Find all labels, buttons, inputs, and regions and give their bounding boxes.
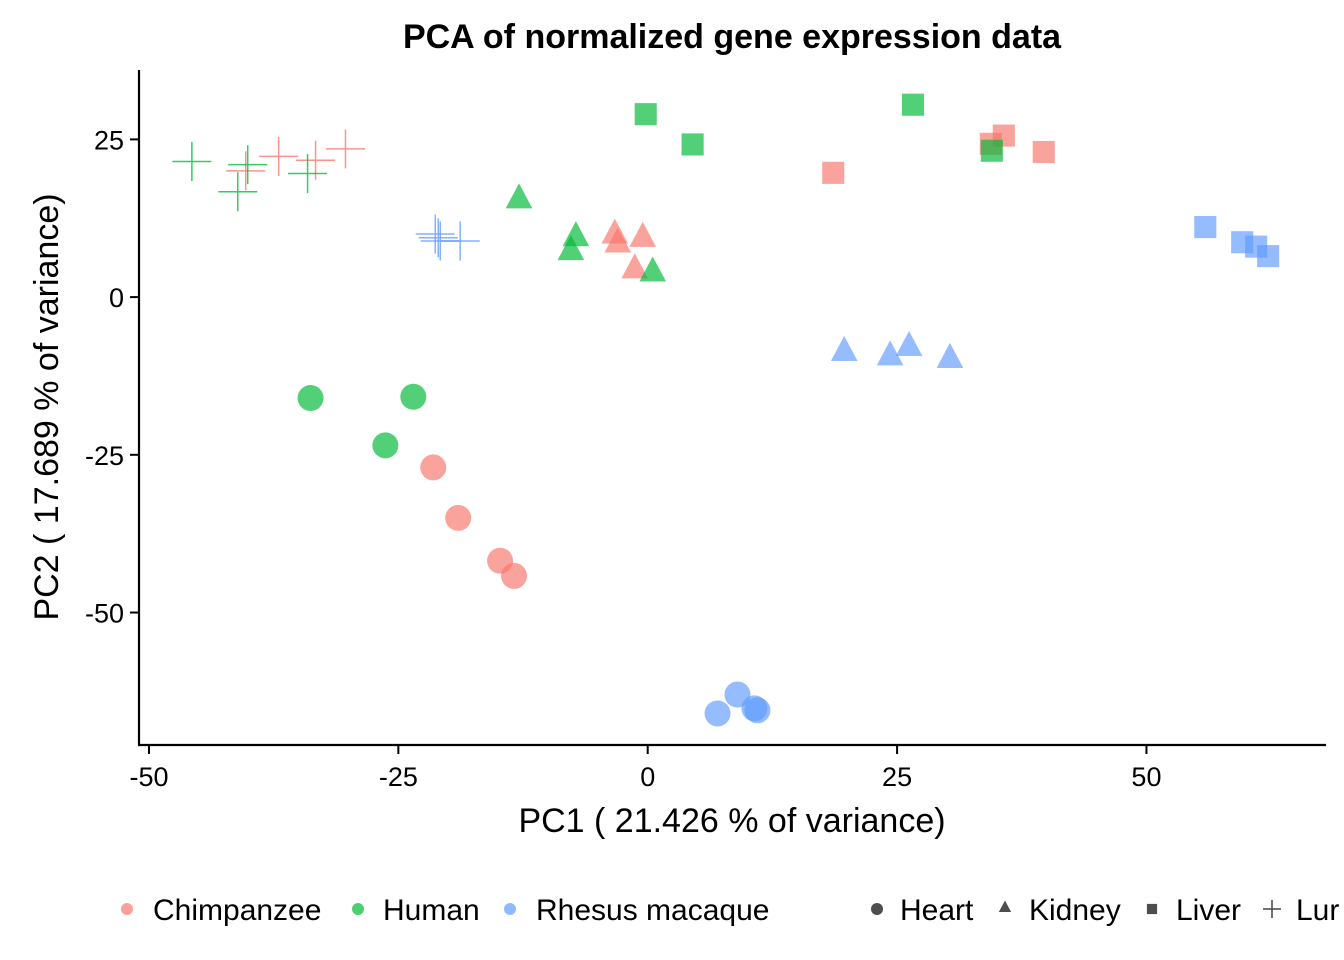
point-human-kidney <box>557 235 585 261</box>
point-human-liver <box>980 139 1003 162</box>
legend-key-lung <box>1263 900 1281 918</box>
point-rhesus-macaque-kidney <box>936 342 964 368</box>
y-ticks: -50 -25 0 25 <box>85 125 139 629</box>
point-rhesus-macaque-lung <box>440 221 480 261</box>
point-rhesus-macaque-lung <box>415 214 455 254</box>
point-rhesus-macaque-heart <box>744 697 771 724</box>
legend-label-human: Human <box>383 894 480 927</box>
point-rhesus-macaque-kidney <box>830 335 858 362</box>
legend-label-chimpanzee: Chimpanzee <box>153 894 321 927</box>
point-chimpanzee-lung <box>226 151 266 191</box>
x-tick-label: 0 <box>640 762 655 792</box>
y-tick-label: -50 <box>85 599 124 629</box>
point-human-heart <box>372 432 399 459</box>
point-human-liver <box>901 93 925 116</box>
legend-key-rhesus-macaque <box>504 903 516 915</box>
axes <box>137 70 1326 747</box>
chart-title: PCA of normalized gene expression data <box>403 18 1062 56</box>
point-rhesus-macaque-kidney <box>876 340 904 366</box>
point-chimpanzee-heart <box>420 454 447 481</box>
point-chimpanzee-heart <box>445 504 472 531</box>
point-chimpanzee-liver <box>822 161 845 184</box>
point-chimpanzee-kidney <box>629 221 657 247</box>
point-human-lung <box>228 145 268 185</box>
legend-key-heart <box>871 903 883 915</box>
point-chimpanzee-lung <box>325 129 365 169</box>
point-chimpanzee-kidney <box>604 227 632 253</box>
point-rhesus-macaque-liver <box>1194 216 1217 239</box>
point-human-lung <box>288 153 328 193</box>
point-rhesus-macaque-lung <box>418 218 458 258</box>
legend-key-chimpanzee <box>121 903 133 915</box>
legend-key-liver <box>1146 903 1158 915</box>
point-chimpanzee-kidney <box>621 253 649 279</box>
y-tick-label: 25 <box>94 125 124 155</box>
x-tick-label: 25 <box>882 762 912 792</box>
x-tick-label: -50 <box>129 762 168 792</box>
point-chimpanzee-heart <box>501 562 528 589</box>
legend-label-liver: Liver <box>1176 894 1241 927</box>
point-chimpanzee-liver <box>1032 140 1055 164</box>
point-rhesus-macaque-liver <box>1257 245 1280 268</box>
point-human-kidney <box>639 256 667 282</box>
point-human-liver <box>634 103 657 126</box>
point-human-kidney <box>505 183 533 209</box>
legend-key-human <box>352 903 364 915</box>
point-human-lung <box>218 172 258 212</box>
legend-key-kidney <box>998 900 1012 913</box>
y-tick-label: -25 <box>85 441 124 471</box>
legend: Chimpanzee Human Rhesus macaque Heart Kidney… <box>121 894 1339 927</box>
point-rhesus-macaque-kidney <box>895 330 923 356</box>
legend-label-rhesus-macaque: Rhesus macaque <box>536 894 769 927</box>
data-points <box>172 93 1280 727</box>
x-axis-label: PC1 ( 21.426 % of variance) <box>518 802 945 840</box>
point-human-lung <box>172 141 212 181</box>
point-chimpanzee-lung <box>259 136 299 176</box>
point-human-heart <box>297 385 324 412</box>
y-axis-label: PC2 ( 17.689 % of variance) <box>28 193 66 620</box>
y-tick-label: 0 <box>109 283 124 313</box>
legend-label-lung: Lur <box>1296 894 1339 927</box>
x-ticks: -50 -25 0 25 50 <box>129 745 1161 792</box>
x-tick-label: 50 <box>1131 762 1161 792</box>
legend-label-kidney: Kidney <box>1029 894 1121 927</box>
point-human-kidney <box>562 221 590 247</box>
point-rhesus-macaque-heart <box>704 700 731 727</box>
point-human-liver <box>681 133 704 156</box>
x-tick-label: -25 <box>379 762 418 792</box>
legend-label-heart: Heart <box>900 894 974 927</box>
point-human-heart <box>400 383 427 410</box>
